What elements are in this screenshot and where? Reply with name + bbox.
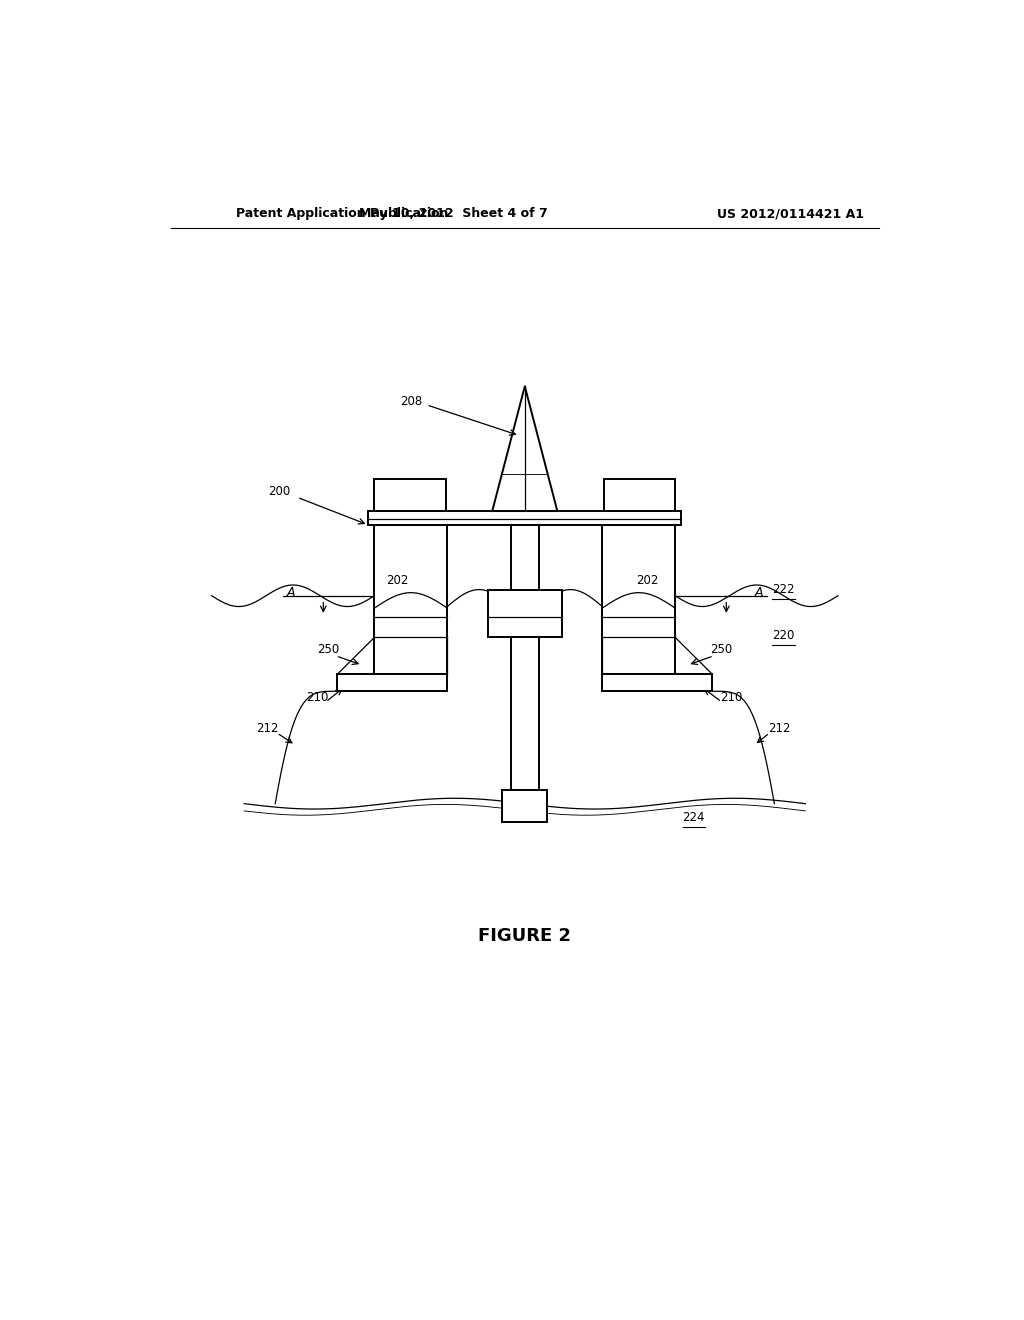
Text: Patent Application Publication: Patent Application Publication bbox=[237, 207, 449, 220]
Text: 202: 202 bbox=[386, 574, 409, 587]
Text: 208: 208 bbox=[397, 491, 420, 504]
Bar bbox=[337, 675, 447, 692]
Text: 224: 224 bbox=[683, 810, 705, 824]
Text: 214: 214 bbox=[514, 799, 536, 812]
Text: A: A bbox=[287, 586, 295, 599]
Text: 202: 202 bbox=[636, 574, 658, 587]
Bar bbox=[604, 479, 675, 511]
Text: 200: 200 bbox=[268, 484, 290, 498]
Text: FIGURE 2: FIGURE 2 bbox=[478, 927, 571, 945]
Bar bbox=[375, 525, 447, 675]
Text: US 2012/0114421 A1: US 2012/0114421 A1 bbox=[717, 207, 864, 220]
Text: 208: 208 bbox=[399, 395, 422, 408]
Bar bbox=[503, 789, 547, 822]
Text: 212: 212 bbox=[768, 722, 791, 735]
Text: May 10, 2012  Sheet 4 of 7: May 10, 2012 Sheet 4 of 7 bbox=[359, 207, 548, 220]
Bar bbox=[602, 675, 713, 692]
Bar bbox=[602, 525, 675, 675]
Text: 250: 250 bbox=[316, 643, 339, 656]
Text: 208: 208 bbox=[629, 491, 650, 504]
Text: 222: 222 bbox=[772, 583, 795, 597]
Text: A: A bbox=[755, 586, 763, 599]
Bar bbox=[369, 511, 681, 525]
Text: 204: 204 bbox=[520, 597, 542, 610]
Text: 250: 250 bbox=[711, 643, 733, 656]
Text: 220: 220 bbox=[772, 630, 795, 643]
Bar bbox=[375, 479, 445, 511]
Text: 206: 206 bbox=[514, 510, 536, 523]
Text: 212: 212 bbox=[256, 722, 279, 735]
Bar bbox=[511, 525, 539, 789]
Text: 2
1
6: 2 1 6 bbox=[526, 626, 532, 661]
Bar bbox=[487, 590, 562, 638]
Text: 210: 210 bbox=[720, 690, 742, 704]
Text: 234: 234 bbox=[514, 537, 536, 550]
Text: 210: 210 bbox=[306, 690, 329, 704]
